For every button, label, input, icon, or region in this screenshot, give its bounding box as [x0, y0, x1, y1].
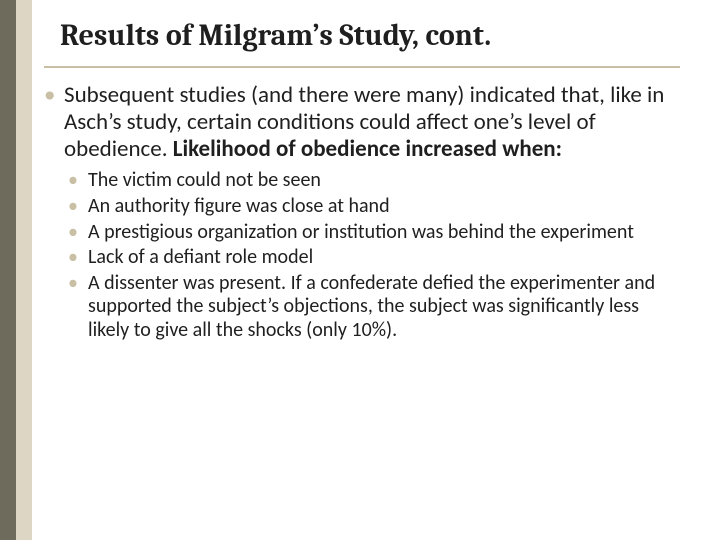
bullet-dot-icon: •: [68, 221, 78, 245]
slide-body: • Subsequent studies (and there were man…: [44, 82, 680, 345]
lvl2-text: A dissenter was present. If a confederat…: [88, 271, 655, 342]
bullet-level2: • The victim could not be seen: [68, 169, 680, 193]
lvl2-text: A prestigious organization or institutio…: [88, 220, 634, 244]
bullet-dot-icon: •: [68, 169, 78, 193]
bullet-level2: • A prestigious organization or instituti…: [68, 221, 680, 245]
lvl2-text: Lack of a defiant role model: [88, 245, 313, 269]
slide-title: Results of Milgram’s Study, cont.: [60, 18, 680, 53]
lvl1-text-bold: Likelihood of obedience increased when:: [173, 135, 562, 163]
bullet-level2: • An authority figure was close at hand: [68, 195, 680, 219]
side-stripe-light: [16, 0, 32, 540]
side-stripe-dark: [0, 0, 16, 540]
bullet-dot-icon: •: [68, 195, 78, 219]
lvl2-text: An authority figure was close at hand: [88, 194, 390, 218]
slide: Results of Milgram’s Study, cont. • Subs…: [0, 0, 720, 540]
bullet-dot-icon: •: [44, 82, 55, 109]
lvl2-text: The victim could not be seen: [88, 168, 321, 192]
bullet-level2: • Lack of a defiant role model: [68, 246, 680, 270]
title-underline: [44, 66, 680, 68]
bullet-level2: • A dissenter was present. If a confedera…: [68, 272, 680, 343]
bullet-dot-icon: •: [68, 272, 78, 296]
bullet-dot-icon: •: [68, 246, 78, 270]
bullet-level1: • Subsequent studies (and there were man…: [44, 82, 680, 163]
